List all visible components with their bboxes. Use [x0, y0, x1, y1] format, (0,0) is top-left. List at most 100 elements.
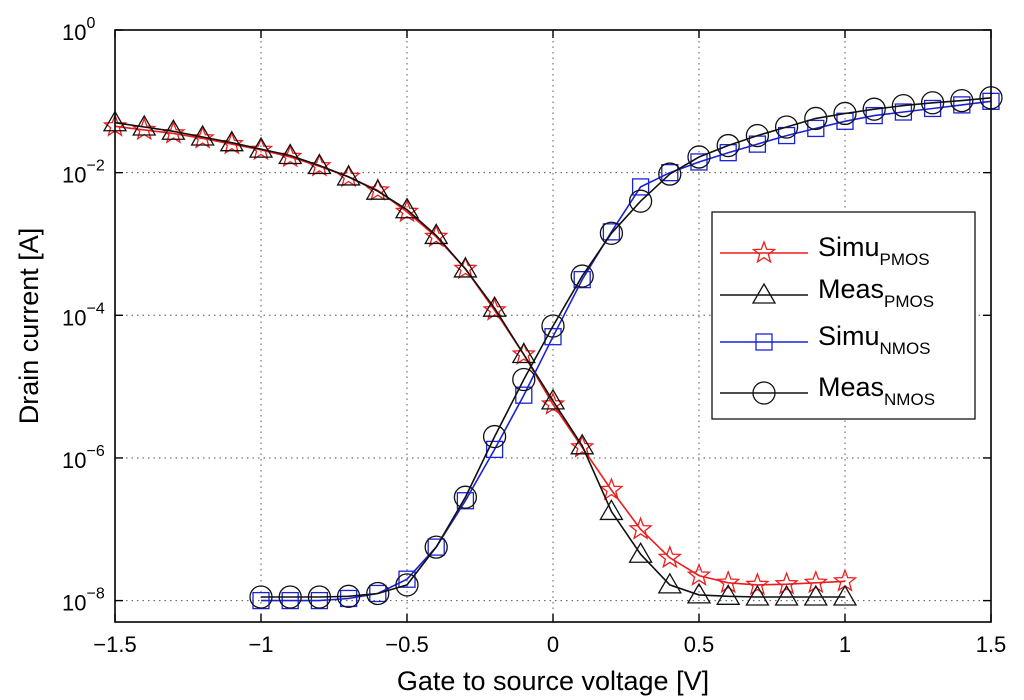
x-tick-label: 1.5	[976, 632, 1007, 657]
data-point-star	[628, 516, 653, 540]
data-point-triangle	[599, 499, 624, 521]
data-point-triangle	[657, 572, 682, 594]
y-tick-label: 100	[62, 15, 95, 45]
series-layer	[102, 86, 1003, 610]
data-point-triangle	[570, 433, 595, 455]
legend-item: SimuNMOS	[720, 321, 931, 358]
data-point-triangle	[336, 164, 361, 186]
data-point-triangle	[248, 136, 274, 158]
data-point-square	[485, 440, 504, 459]
data-point-circle	[950, 88, 974, 113]
legend-marker-star	[751, 240, 777, 264]
series-line	[261, 97, 992, 598]
data-point-square	[894, 103, 913, 121]
data-point-triangle	[832, 584, 858, 606]
legend-marker-triangle	[751, 282, 777, 304]
data-point-star	[599, 477, 624, 501]
data-point-star	[453, 256, 478, 280]
data-point-square	[544, 328, 562, 346]
data-point-square	[953, 96, 971, 114]
x-tick-label: 0.5	[684, 632, 715, 657]
data-point-star	[511, 341, 537, 365]
data-point-circle	[891, 93, 916, 118]
data-point-star	[745, 572, 770, 596]
data-point-circle	[336, 584, 361, 608]
legend-label: SimuNMOS	[818, 321, 931, 358]
legend-item: MeasNMOS	[720, 372, 935, 409]
series-line	[261, 100, 992, 602]
data-point-circle	[804, 106, 828, 131]
legend-label: MeasPMOS	[818, 274, 934, 311]
data-point-circle	[833, 101, 857, 126]
data-point-circle	[453, 485, 478, 509]
data-point-circle	[745, 123, 770, 148]
series-meas-nmos	[249, 86, 1003, 609]
data-point-triangle	[394, 197, 420, 219]
legend-label: MeasNMOS	[818, 372, 935, 409]
data-point-circle	[541, 314, 565, 338]
data-point-circle	[395, 573, 419, 597]
data-point-triangle	[190, 124, 215, 146]
data-point-square	[661, 164, 679, 182]
y-tick-label: 10−2	[62, 158, 105, 188]
data-point-square	[807, 119, 825, 138]
y-tick-label: 10−6	[62, 443, 105, 473]
ticks: −1.5 −1 −0.5 0 0.5 1 1.5 100 10−2 10−4 10−6 10−8	[62, 15, 1006, 657]
data-point-circle	[628, 189, 653, 213]
data-point-star	[657, 544, 683, 569]
data-point-circle	[307, 585, 332, 609]
x-tick-label: 0	[547, 632, 559, 657]
data-point-circle	[920, 91, 945, 115]
x-tick-label: −1	[248, 632, 273, 657]
data-point-triangle	[686, 582, 712, 604]
legend-marker-circle	[752, 381, 776, 405]
data-point-square	[427, 538, 445, 556]
data-point-circle	[366, 581, 390, 606]
data-point-star	[774, 571, 799, 595]
data-point-triangle	[219, 130, 244, 152]
data-point-circle	[278, 585, 302, 609]
data-point-star	[482, 297, 507, 321]
data-point-triangle	[132, 114, 157, 136]
legend-item: SimuPMOS	[720, 232, 930, 269]
series-meas-pmos	[102, 110, 858, 606]
data-point-circle	[482, 424, 507, 449]
data-point-triangle	[716, 584, 741, 605]
x-tick-label: −1.5	[93, 632, 136, 657]
data-point-circle	[687, 145, 711, 169]
data-point-triangle	[511, 342, 536, 364]
data-point-triangle	[628, 541, 653, 563]
y-tick-label: 10−8	[62, 586, 105, 616]
data-point-star	[686, 562, 712, 587]
data-point-star	[394, 199, 420, 223]
data-point-star	[569, 434, 595, 458]
data-point-square	[865, 106, 883, 125]
legend-marker-square	[755, 333, 773, 351]
data-point-triangle	[745, 584, 770, 606]
legend-label: SimuPMOS	[818, 232, 930, 269]
y-tick-label: 10−4	[62, 300, 105, 330]
data-point-triangle	[803, 584, 828, 606]
legend-box	[711, 211, 976, 420]
data-point-circle	[424, 535, 448, 559]
x-axis-label: Gate to source voltage [V]	[397, 666, 709, 696]
data-point-circle	[570, 264, 594, 288]
data-point-circle	[512, 367, 536, 392]
data-point-square	[631, 178, 650, 196]
legend-subscript: NMOS	[884, 390, 935, 409]
data-point-circle	[658, 162, 682, 186]
data-point-circle	[862, 97, 886, 121]
data-point-star	[423, 223, 449, 248]
data-point-triangle	[424, 223, 449, 245]
y-axis-label: Drain current [A]	[14, 228, 44, 425]
data-point-circle	[774, 115, 799, 139]
data-point-triangle	[278, 143, 303, 165]
data-point-square	[602, 223, 621, 241]
data-point-triangle	[482, 295, 507, 317]
data-point-triangle	[774, 584, 799, 606]
legend: SimuPMOS MeasPMOS SimuNMOS MeasNMOS	[711, 211, 976, 420]
legend-subscript: PMOS	[884, 292, 934, 311]
data-point-triangle	[161, 118, 186, 140]
data-point-square	[339, 589, 358, 608]
